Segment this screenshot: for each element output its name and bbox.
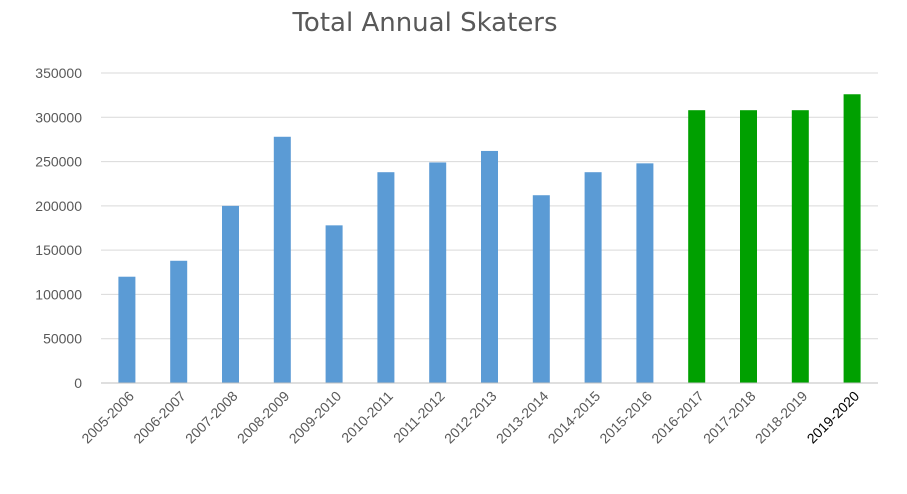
bar-2019-2020 [843,94,861,383]
bar-2009-2010 [325,225,343,383]
y-tick-labels: 0 50000 100000 150000 200000 250000 300000 3500… [35,65,82,391]
bar-2015-2016 [636,163,654,383]
x-tick-label: 2005-2006 [78,388,137,447]
x-tick-label: 2006-2007 [130,388,189,447]
bar-2016-2017 [688,110,706,383]
x-tick-label: 2007-2008 [182,388,241,447]
y-tick-label: 0 [74,375,82,391]
bar-2014-2015 [584,172,602,383]
y-tick-label: 200000 [35,198,82,214]
y-tick-label: 100000 [35,286,82,302]
y-tick-label: 150000 [35,242,82,258]
x-tick-labels: 2005-20062006-20072007-20082008-20092009… [78,388,862,447]
bar-2011-2012 [429,162,447,383]
bar-2005-2006 [118,276,136,383]
bar-2012-2013 [481,150,498,383]
bar-2017-2018 [740,110,757,383]
y-tick-label: 350000 [35,65,82,81]
bar-2010-2011 [377,172,395,383]
bars [118,94,861,383]
bar-2008-2009 [273,136,291,383]
x-tick-label: 2015-2016 [596,388,655,447]
y-tick-label: 250000 [35,154,82,170]
y-tick-label: 300000 [35,109,82,125]
x-tick-label: 2018-2019 [752,388,811,447]
bar-2013-2014 [532,195,550,383]
chart-title: Total Annual Skaters [292,8,558,38]
x-tick-label: 2010-2011 [338,388,396,446]
x-tick-label: 2013-2014 [493,388,552,447]
x-tick-label: 2008-2009 [234,388,293,447]
x-tick-label: 2017-2018 [700,388,759,447]
bar-2018-2019 [791,110,809,383]
x-tick-label: 2016-2017 [648,388,707,447]
bar-2006-2007 [170,260,188,383]
bar-2007-2008 [222,205,239,383]
x-tick-label: 2009-2010 [286,388,345,447]
x-tick-label: 2012-2013 [441,388,500,447]
x-tick-label: 2011-2012 [390,388,448,446]
y-tick-label: 50000 [43,331,82,347]
x-tick-label: 2014-2015 [545,388,604,447]
x-tick-label: 2019-2020 [804,388,863,447]
